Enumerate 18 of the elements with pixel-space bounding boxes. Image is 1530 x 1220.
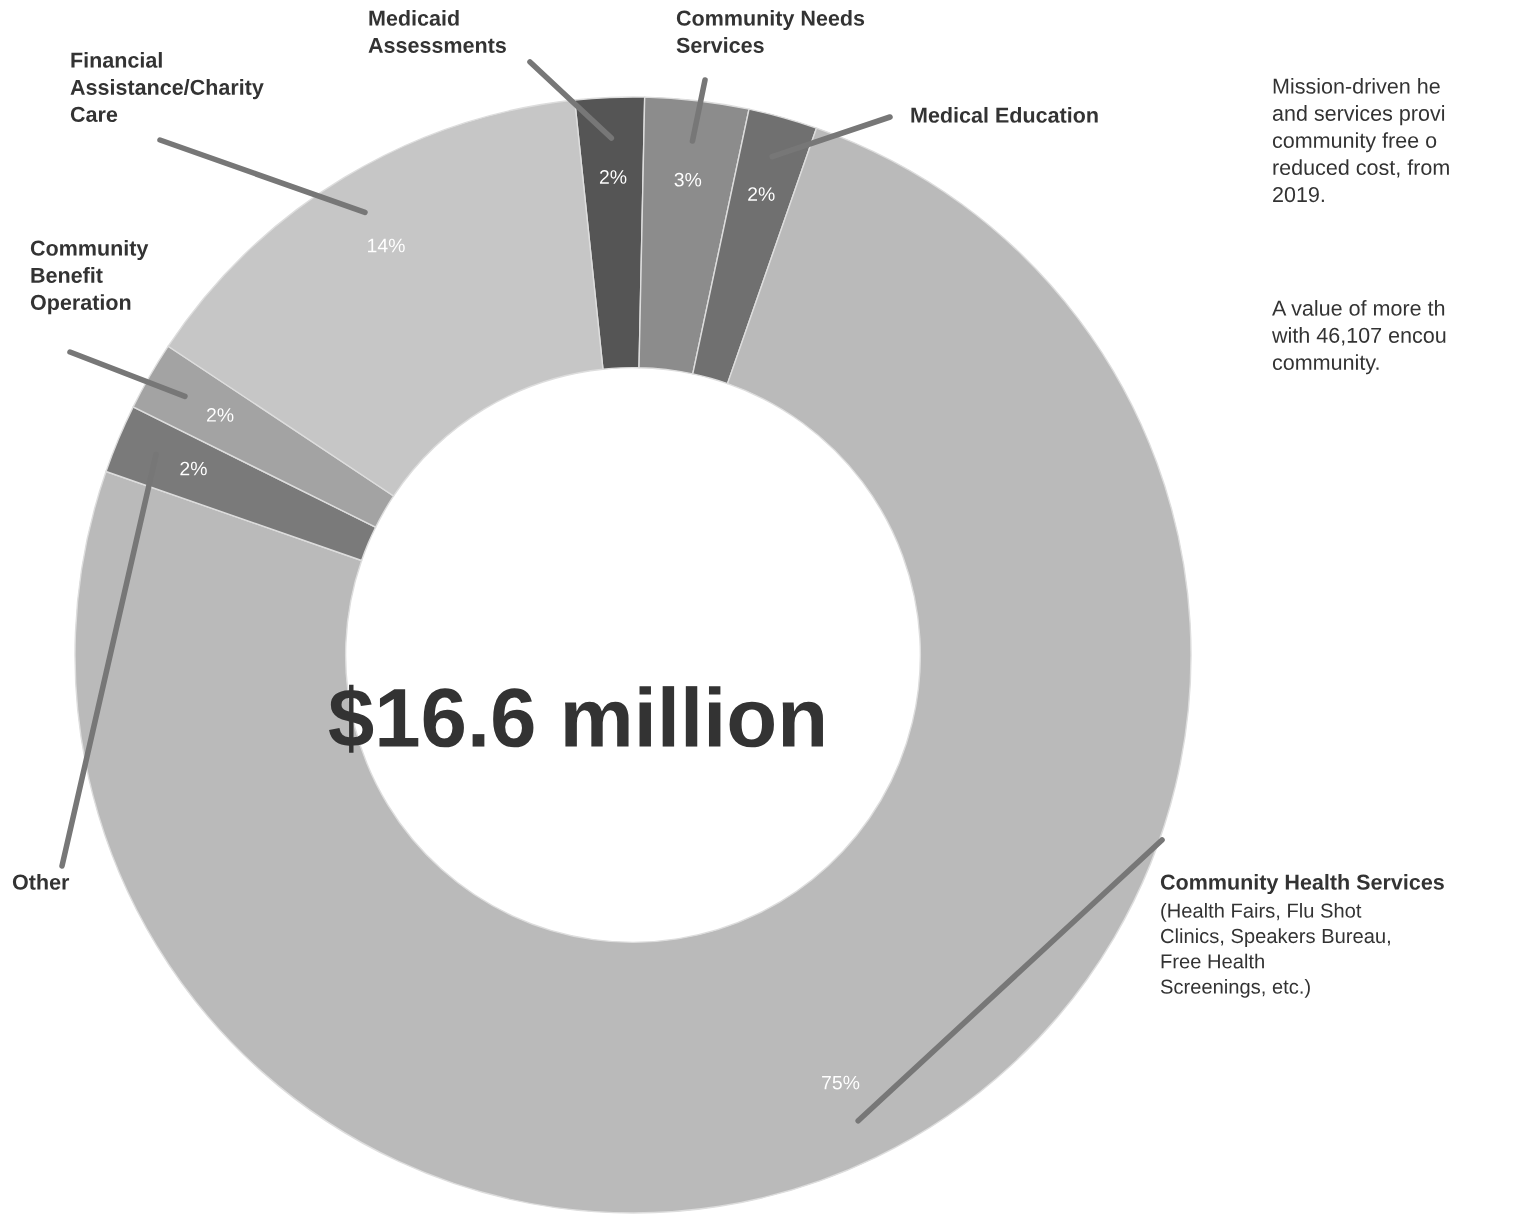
data-label: 2% — [180, 461, 207, 476]
slice-label: Medicaid Assessments — [368, 10, 506, 53]
slice-label: Financial Assistance/Charity Care — [70, 52, 264, 122]
slice-label: Community Health Services — [1160, 873, 1444, 895]
data-label: 3% — [674, 172, 702, 187]
data-label: 2% — [207, 408, 234, 422]
data-label: 75% — [822, 1075, 860, 1090]
slice-label: Other — [12, 873, 70, 890]
slice-label: Community Needs Services — [676, 10, 865, 53]
data-label: 14% — [368, 238, 405, 253]
text: Mission-driven he and services provi community free o reduced cost, from 2019. — [1272, 78, 1449, 203]
text: (Health Fairs, Flu Shot Clinics, Speakers Bureau, Free Health Screenings, etc.) — [1160, 903, 1390, 998]
text: A value of more th with 46,107 encou community. — [1271, 300, 1446, 375]
slice-label: Medical Education — [911, 106, 1098, 123]
data-label: 2% — [599, 170, 627, 184]
data-label: 2% — [748, 187, 775, 201]
slice-label: Community Benefit Operation — [30, 240, 149, 315]
text: $16.6 million — [329, 684, 823, 753]
